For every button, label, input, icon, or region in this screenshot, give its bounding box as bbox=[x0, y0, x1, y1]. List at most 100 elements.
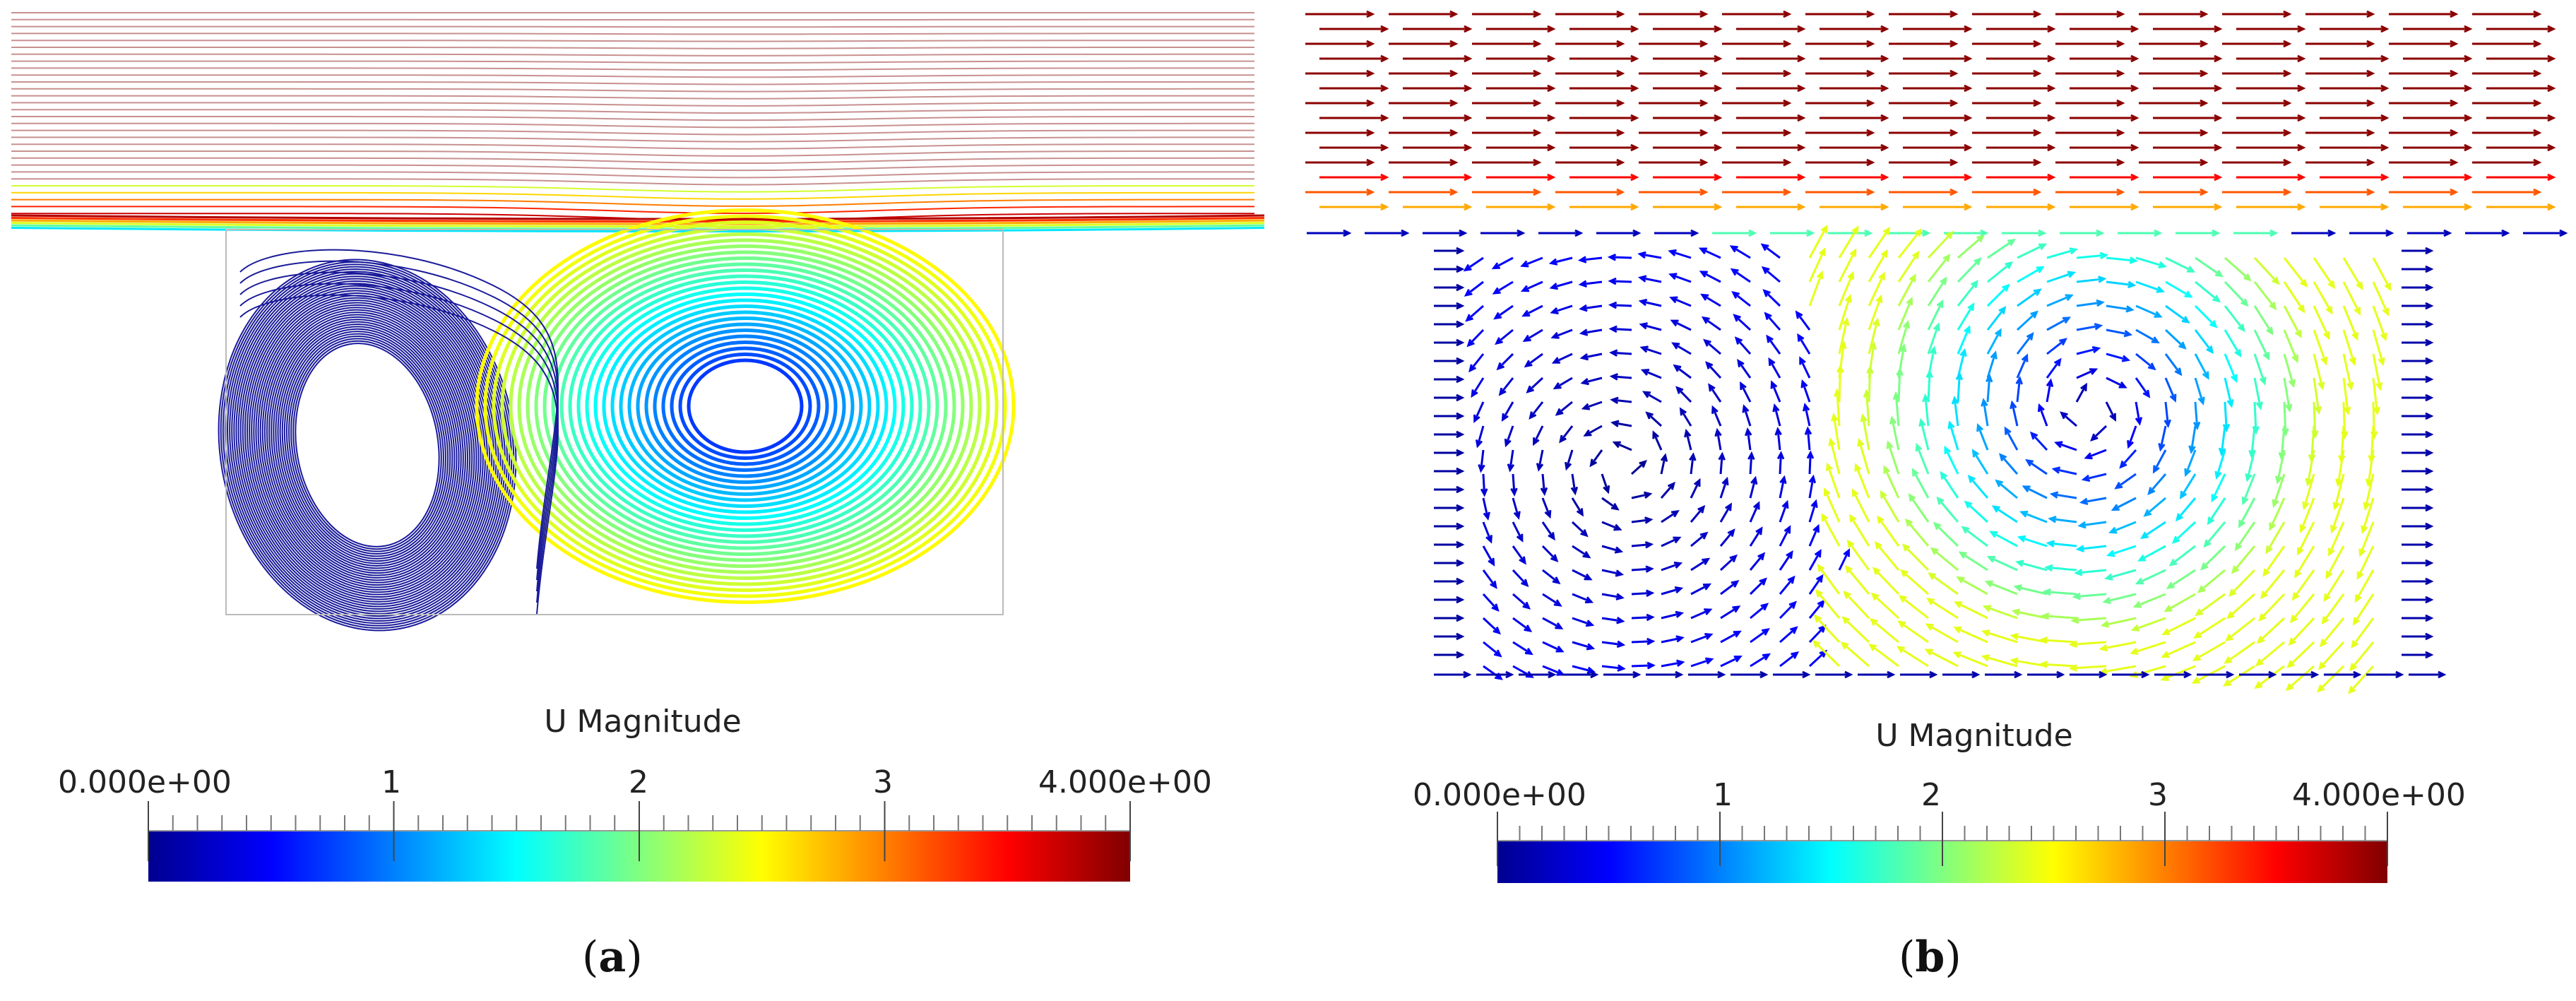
velocity-arrow bbox=[2168, 545, 2196, 567]
vortex-streamline bbox=[517, 238, 973, 574]
velocity-arrow bbox=[1690, 531, 1709, 547]
velocity-arrow bbox=[2402, 559, 2434, 567]
velocity-arrow bbox=[1579, 353, 1603, 361]
velocity-arrow bbox=[1749, 526, 1763, 547]
velocity-arrow bbox=[2207, 497, 2226, 526]
vortex-streamline bbox=[285, 333, 449, 557]
velocity-arrow bbox=[2013, 584, 2048, 596]
velocity-arrow bbox=[2046, 338, 2067, 355]
velocity-arrow bbox=[2283, 329, 2299, 364]
vortex-streamline bbox=[585, 286, 906, 526]
colorbar-tick-label: 4.000e+00 bbox=[2292, 777, 2466, 813]
vortex-streamline bbox=[500, 226, 990, 586]
velocity-arrow bbox=[1729, 245, 1751, 259]
vortex-streamline bbox=[627, 316, 863, 496]
velocity-arrow bbox=[1762, 289, 1781, 307]
velocity-arrow bbox=[1927, 276, 1947, 307]
velocity-arrow bbox=[1639, 40, 1709, 48]
velocity-arrow bbox=[1734, 336, 1752, 355]
velocity-arrow bbox=[2132, 593, 2166, 608]
velocity-arrow bbox=[1779, 651, 1800, 668]
velocity-arrow bbox=[2260, 569, 2286, 600]
colorbar-tick-label: 1 bbox=[381, 764, 401, 800]
velocity-arrow bbox=[2253, 377, 2263, 410]
vortex-streamline bbox=[644, 328, 846, 484]
velocity-arrow bbox=[2017, 266, 2045, 283]
velocity-arrow bbox=[2305, 188, 2375, 196]
velocity-arrow bbox=[1797, 333, 1811, 355]
velocity-arrow bbox=[1423, 229, 1468, 237]
velocity-arrow bbox=[2409, 670, 2447, 679]
velocity-arrow bbox=[2160, 665, 2196, 681]
vortex-streamline bbox=[271, 316, 464, 574]
colorbar-tick-label: 0.000e+00 bbox=[1413, 777, 1586, 813]
velocity-arrow bbox=[2402, 485, 2434, 494]
velocity-arrow bbox=[1779, 525, 1791, 547]
velocity-arrow bbox=[1319, 54, 1389, 63]
velocity-arrow bbox=[2135, 401, 2143, 426]
velocity-arrow bbox=[1472, 129, 1542, 137]
velocity-arrow bbox=[1720, 656, 1743, 668]
velocity-arrow bbox=[1698, 247, 1721, 259]
velocity-arrow bbox=[1718, 451, 1726, 475]
velocity-arrow bbox=[1998, 453, 2019, 475]
velocity-arrow bbox=[1434, 320, 1465, 328]
vortex-streamline bbox=[273, 319, 462, 571]
velocity-arrow bbox=[1512, 545, 1526, 565]
velocity-arrow bbox=[2055, 129, 2125, 137]
streamline bbox=[239, 294, 559, 615]
velocity-arrow bbox=[1736, 25, 1806, 33]
streamline bbox=[11, 116, 1255, 122]
streamline bbox=[11, 88, 1255, 93]
velocity-arrow bbox=[1892, 391, 1901, 427]
velocity-arrow bbox=[1464, 280, 1484, 297]
velocity-arrow bbox=[1808, 247, 1826, 283]
velocity-arrow bbox=[1689, 452, 1697, 475]
vortex-streamline bbox=[483, 214, 1007, 598]
velocity-arrow bbox=[1779, 575, 1796, 595]
velocity-arrow bbox=[2321, 593, 2345, 625]
velocity-arrow bbox=[1541, 521, 1555, 541]
velocity-arrow bbox=[2165, 280, 2193, 298]
velocity-arrow bbox=[1808, 549, 1822, 571]
velocity-arrow bbox=[1722, 158, 1792, 167]
velocity-arrow bbox=[1690, 478, 1701, 499]
velocity-arrow bbox=[1601, 521, 1622, 531]
velocity-arrow bbox=[2022, 485, 2048, 499]
velocity-arrow bbox=[2194, 329, 2214, 355]
velocity-arrow bbox=[2224, 256, 2252, 282]
velocity-arrow bbox=[1526, 377, 1544, 393]
velocity-arrow bbox=[2342, 305, 2359, 341]
velocity-arrow bbox=[2055, 99, 2125, 107]
vortex-streamline bbox=[593, 292, 897, 520]
velocity-arrow bbox=[2352, 593, 2375, 626]
streamline bbox=[11, 53, 1255, 57]
velocity-arrow bbox=[1889, 69, 1959, 78]
velocity-arrow bbox=[2299, 497, 2315, 533]
velocity-arrow bbox=[2135, 353, 2156, 371]
velocity-arrow bbox=[1475, 425, 1485, 449]
velocity-arrow bbox=[1808, 474, 1817, 499]
velocity-arrow bbox=[1749, 552, 1766, 571]
velocity-arrow bbox=[1684, 428, 1692, 451]
streamline bbox=[11, 122, 1255, 129]
velocity-arrow bbox=[1722, 99, 1792, 107]
velocity-arrow bbox=[2320, 143, 2390, 152]
velocity-arrow bbox=[2224, 617, 2255, 642]
velocity-arrow bbox=[1495, 328, 1514, 345]
velocity-arrow bbox=[2049, 491, 2077, 499]
velocity-arrow bbox=[2402, 504, 2434, 512]
velocity-arrow bbox=[2164, 401, 2171, 428]
velocity-arrow bbox=[2179, 473, 2197, 499]
velocity-arrow bbox=[2283, 305, 2302, 338]
vortex-streamline bbox=[263, 309, 471, 581]
velocity-arrow bbox=[1899, 569, 1929, 596]
velocity-arrow bbox=[1838, 248, 1857, 283]
velocity-arrow bbox=[1872, 567, 1900, 596]
velocity-arrow bbox=[2046, 294, 2074, 307]
velocity-arrow bbox=[1817, 563, 1841, 595]
velocity-arrow bbox=[2403, 54, 2473, 63]
velocity-arrow bbox=[1820, 143, 1889, 152]
velocity-arrow bbox=[2077, 521, 2107, 529]
velocity-arrow bbox=[2320, 54, 2390, 63]
